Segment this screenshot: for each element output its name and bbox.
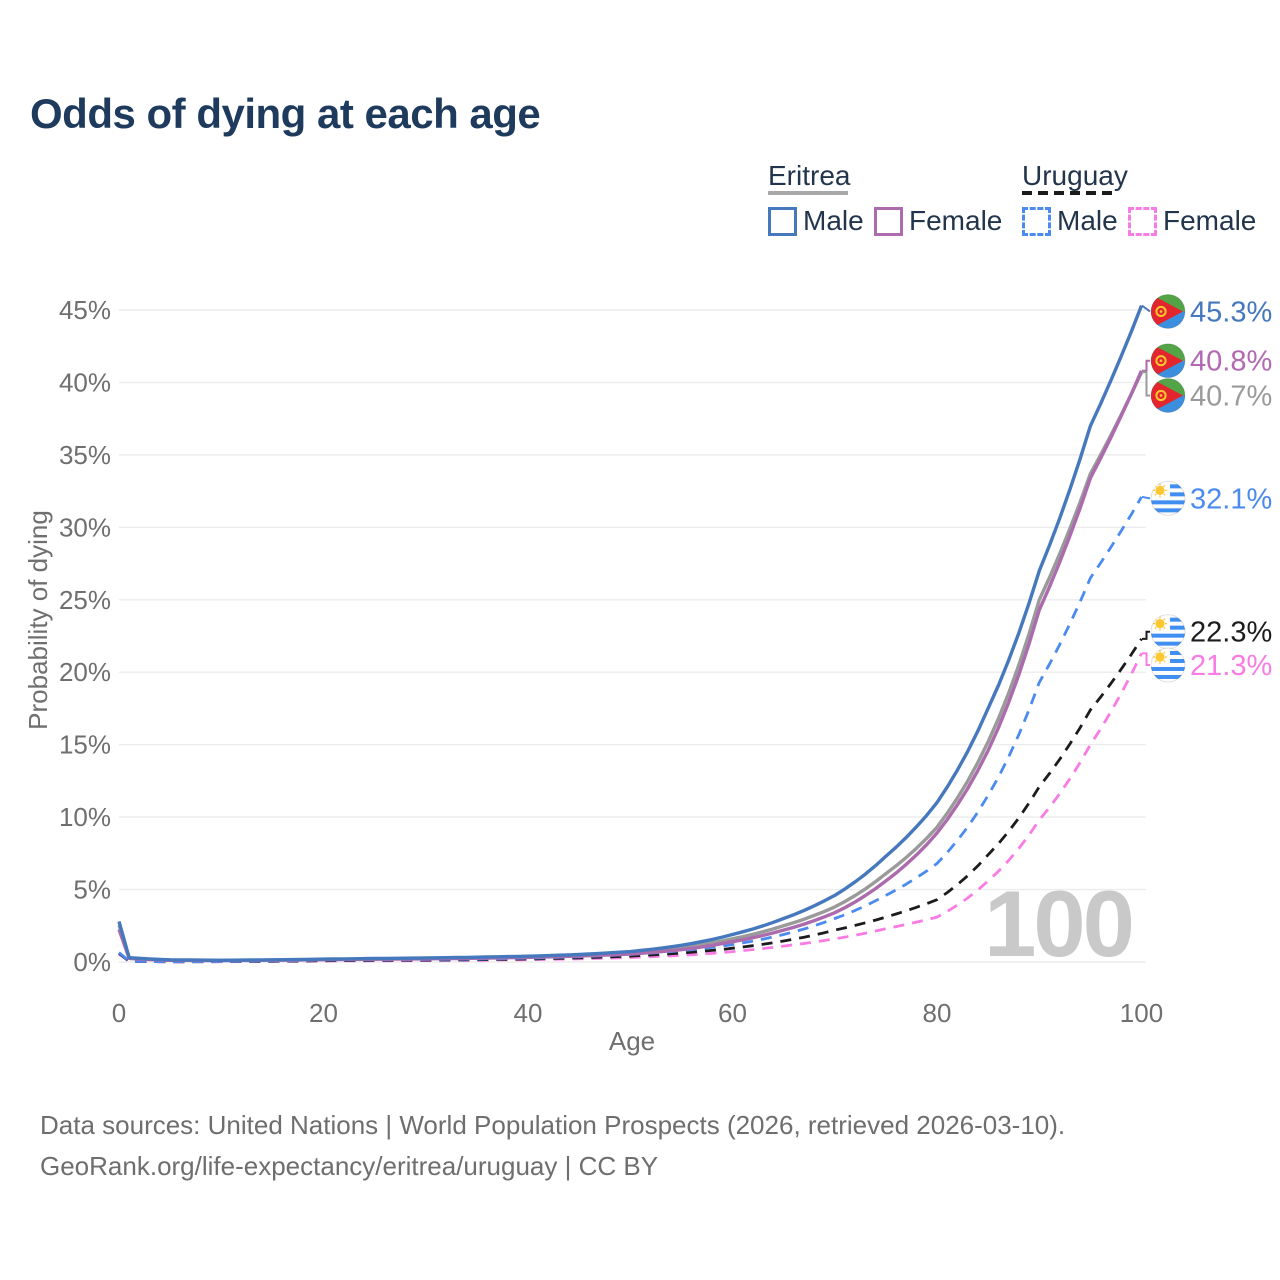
y-tick-0%: 0% — [73, 947, 111, 977]
legend-item-eritrea-male[interactable]: Male — [803, 205, 864, 236]
end-value-label-eritrea-both: 40.7% — [1190, 380, 1272, 412]
page-title: Odds of dying at each age — [30, 90, 541, 137]
legend-item-eritrea-female[interactable]: Female — [909, 205, 1003, 236]
legend-group-uruguay-title: Uruguay — [1022, 160, 1128, 191]
end-connector-uruguay-female — [1142, 652, 1150, 666]
legend-item-uruguay-female[interactable]: Female — [1163, 205, 1257, 236]
eritrea-flag-icon — [1151, 378, 1185, 413]
end-value-label-eritrea-female: 40.8% — [1190, 346, 1272, 378]
y-tick-15%: 15% — [59, 730, 111, 760]
y-tick-40%: 40% — [59, 367, 111, 397]
x-axis-title: Age — [609, 1026, 655, 1056]
y-tick-30%: 30% — [59, 512, 111, 542]
x-tick-100: 100 — [1120, 998, 1163, 1028]
legend-swatch-uruguay-male[interactable] — [1022, 207, 1051, 236]
end-value-label-uruguay-female: 21.3% — [1190, 650, 1272, 682]
data-sources: Data sources: United Nations | World Pop… — [40, 1105, 1065, 1187]
y-tick-25%: 25% — [59, 585, 111, 615]
end-value-label-uruguay-both: 22.3% — [1190, 617, 1272, 649]
legend-uruguay-line-sample — [1022, 191, 1118, 195]
x-tick-20: 20 — [309, 998, 338, 1028]
end-value-label-eritrea-male: 45.3% — [1190, 296, 1272, 328]
data-sources-line1: Data sources: United Nations | World Pop… — [40, 1110, 1066, 1140]
x-tick-40: 40 — [514, 998, 543, 1028]
x-tick-0: 0 — [112, 998, 126, 1028]
y-tick-35%: 35% — [59, 440, 111, 470]
data-sources-line2: GeoRank.org/life-expectancy/eritrea/urug… — [40, 1151, 659, 1181]
y-tick-20%: 20% — [59, 657, 111, 687]
legend-swatch-uruguay-female[interactable] — [1128, 207, 1157, 236]
y-tick-10%: 10% — [59, 802, 111, 832]
end-connector-eritrea-male — [1141, 304, 1151, 313]
x-tick-60: 60 — [718, 998, 747, 1028]
legend-swatch-eritrea-male[interactable] — [768, 207, 797, 236]
eritrea-flag-icon — [1151, 343, 1185, 378]
legend-swatch-eritrea-female[interactable] — [874, 207, 903, 236]
y-axis-title: Probability of dying — [23, 510, 53, 730]
y-tick-45%: 45% — [59, 295, 111, 325]
chart-canvas[interactable]: 0% 5% 10% 15% 20% 25% 30% 35% 40% 45% 0 20 40 60 80 100… — [0, 0, 1280, 1080]
legend-item-uruguay-male[interactable]: Male — [1057, 205, 1118, 236]
legend-eritrea-line-sample — [768, 191, 848, 195]
end-connector-eritrea-both — [1142, 371, 1150, 397]
uruguay-flag-icon — [1151, 481, 1185, 516]
end-connector-uruguay-male — [1141, 495, 1151, 500]
legend-group-eritrea-title: Eritrea — [768, 160, 851, 191]
hover-age-watermark: 100 — [984, 871, 1132, 976]
eritrea-flag-icon — [1151, 294, 1185, 329]
x-tick-80: 80 — [923, 998, 952, 1028]
end-connector-uruguay-both — [1142, 630, 1150, 640]
series-line-eritrea-male[interactable] — [117, 304, 1144, 962]
y-tick-5%: 5% — [73, 875, 111, 905]
uruguay-flag-icon — [1151, 614, 1185, 649]
end-value-label-uruguay-male: 32.1% — [1190, 483, 1272, 515]
end-connector-eritrea-female — [1142, 359, 1150, 372]
